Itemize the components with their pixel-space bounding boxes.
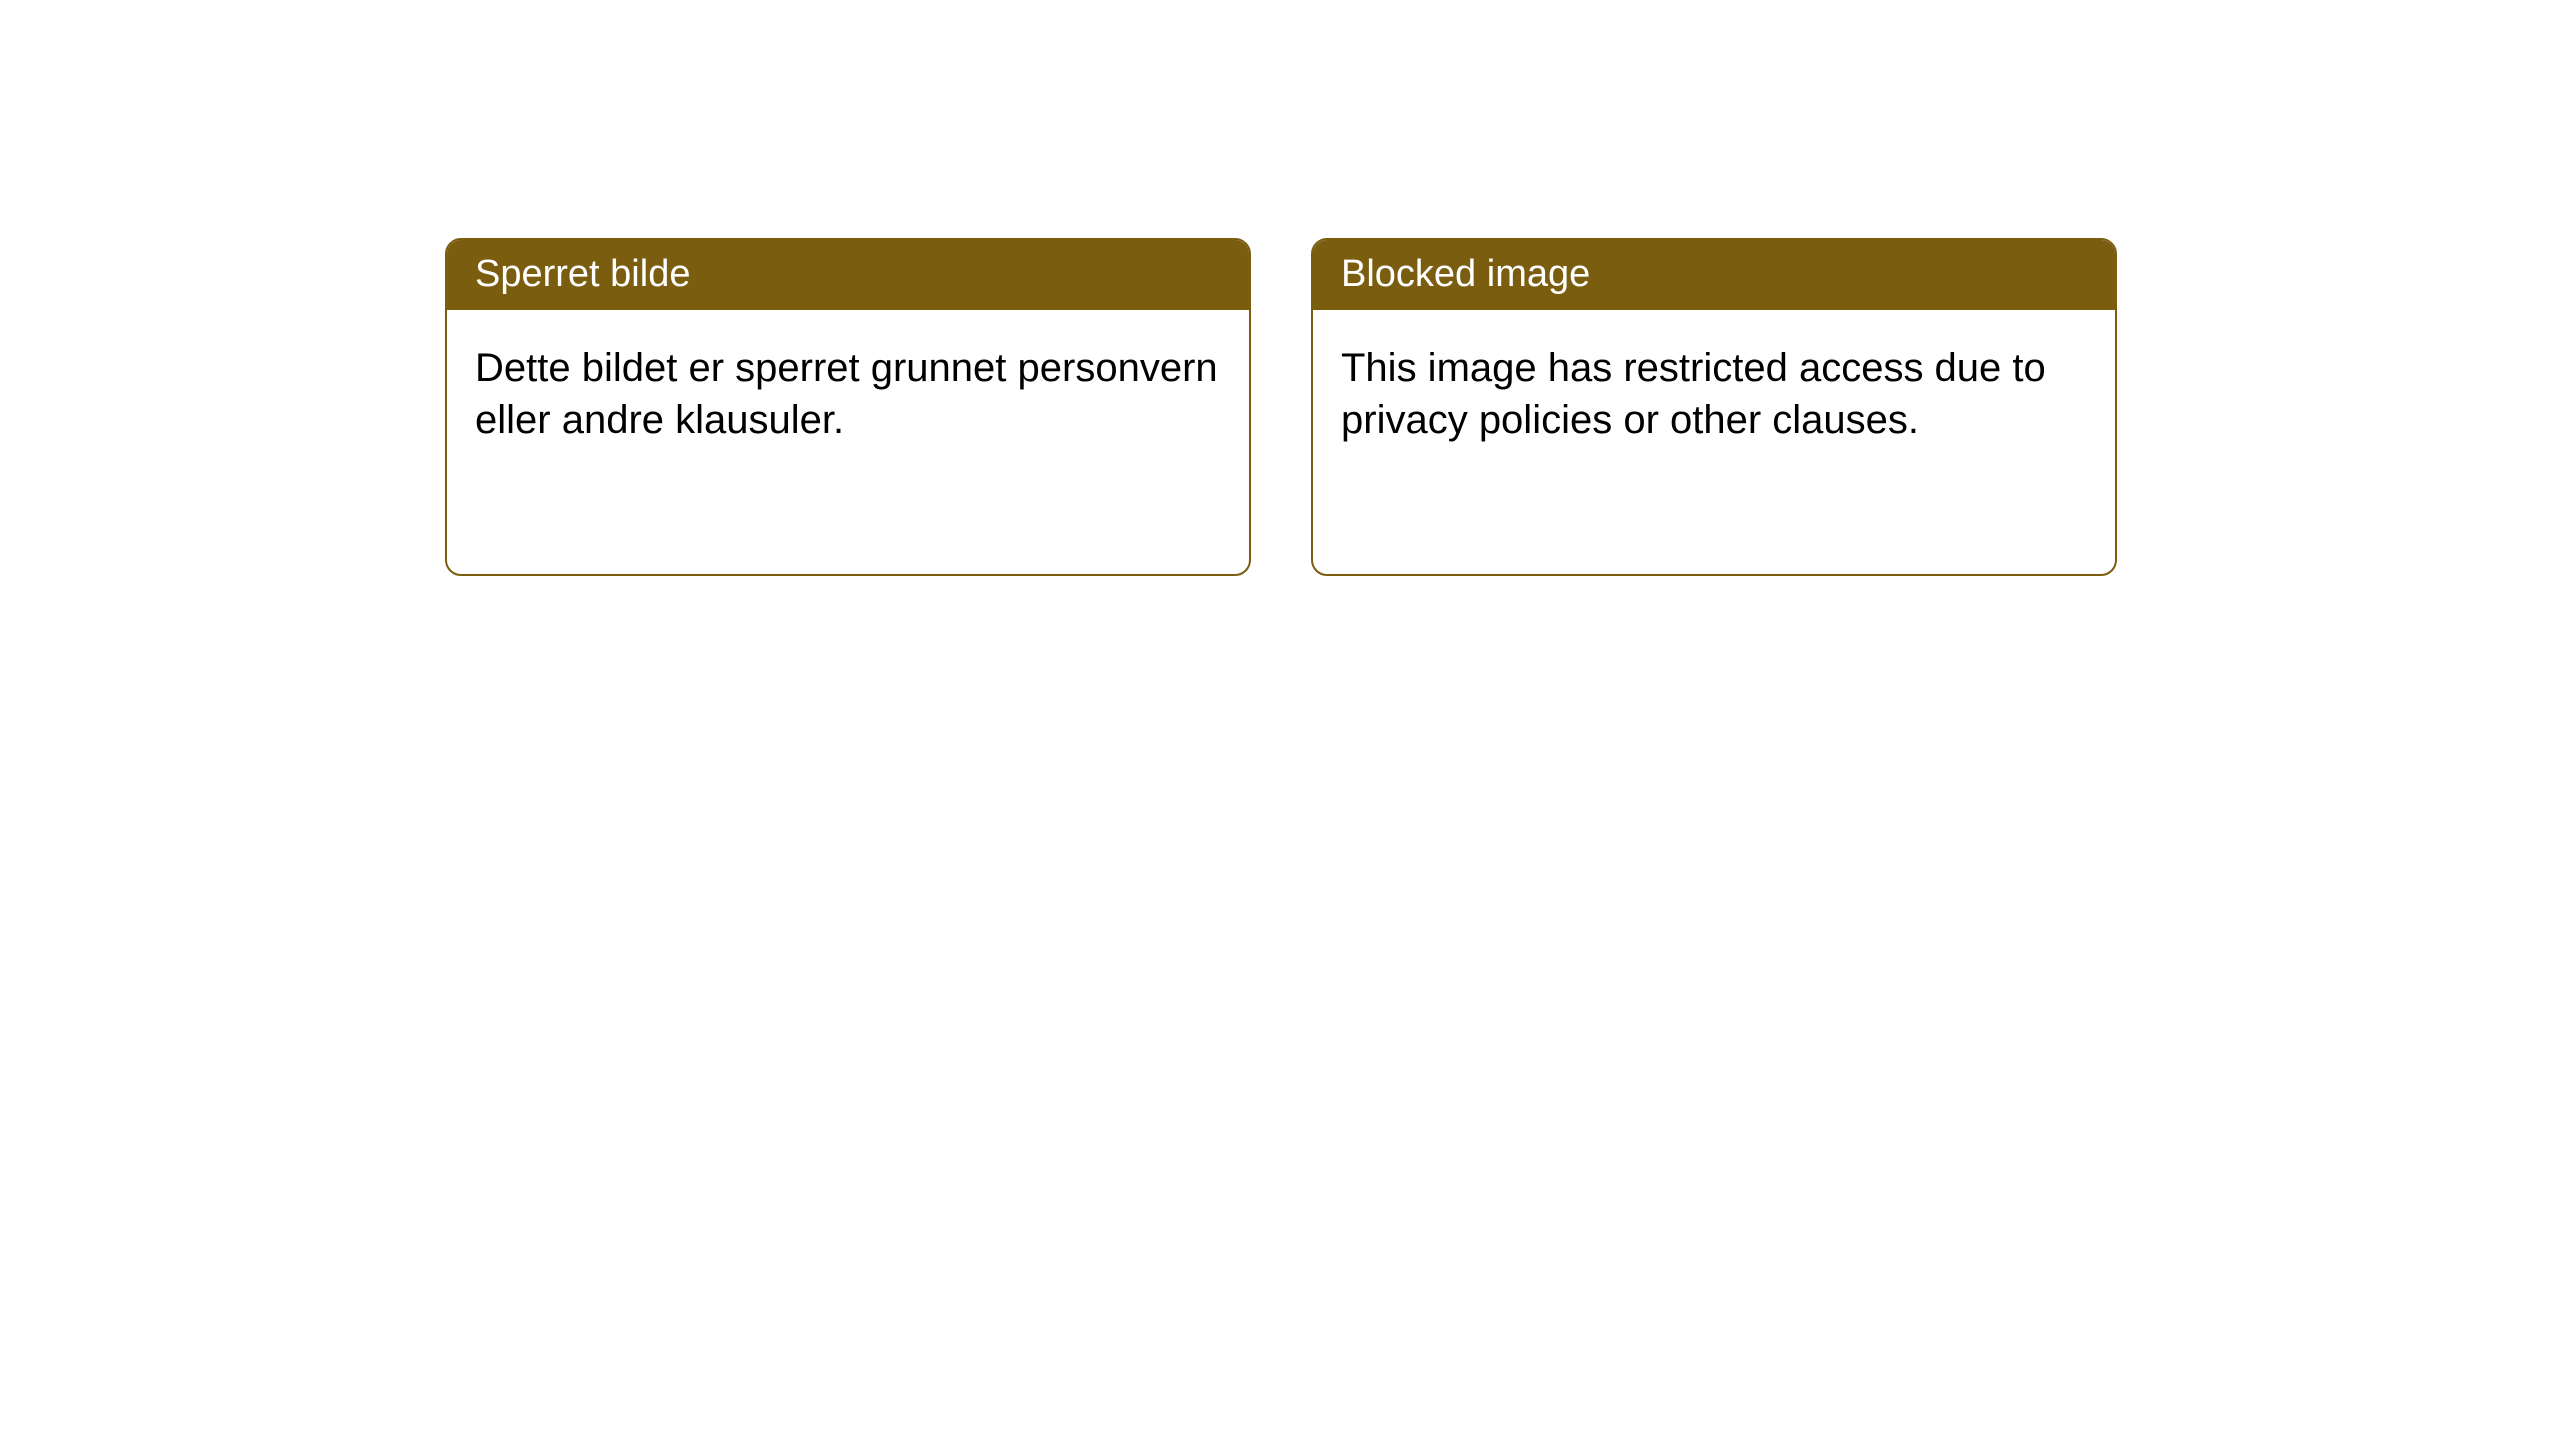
notice-card-english: Blocked image This image has restricted …: [1311, 238, 2117, 576]
notice-card-norwegian: Sperret bilde Dette bildet er sperret gr…: [445, 238, 1251, 576]
card-title: Blocked image: [1341, 253, 1590, 295]
card-title: Sperret bilde: [475, 253, 690, 295]
card-header: Blocked image: [1313, 240, 2115, 310]
card-body-text: Dette bildet er sperret grunnet personve…: [475, 346, 1218, 442]
notice-cards-container: Sperret bilde Dette bildet er sperret gr…: [445, 238, 2117, 576]
card-header: Sperret bilde: [447, 240, 1249, 310]
card-body: This image has restricted access due to …: [1313, 310, 2115, 478]
card-body-text: This image has restricted access due to …: [1341, 346, 2046, 442]
card-body: Dette bildet er sperret grunnet personve…: [447, 310, 1249, 478]
